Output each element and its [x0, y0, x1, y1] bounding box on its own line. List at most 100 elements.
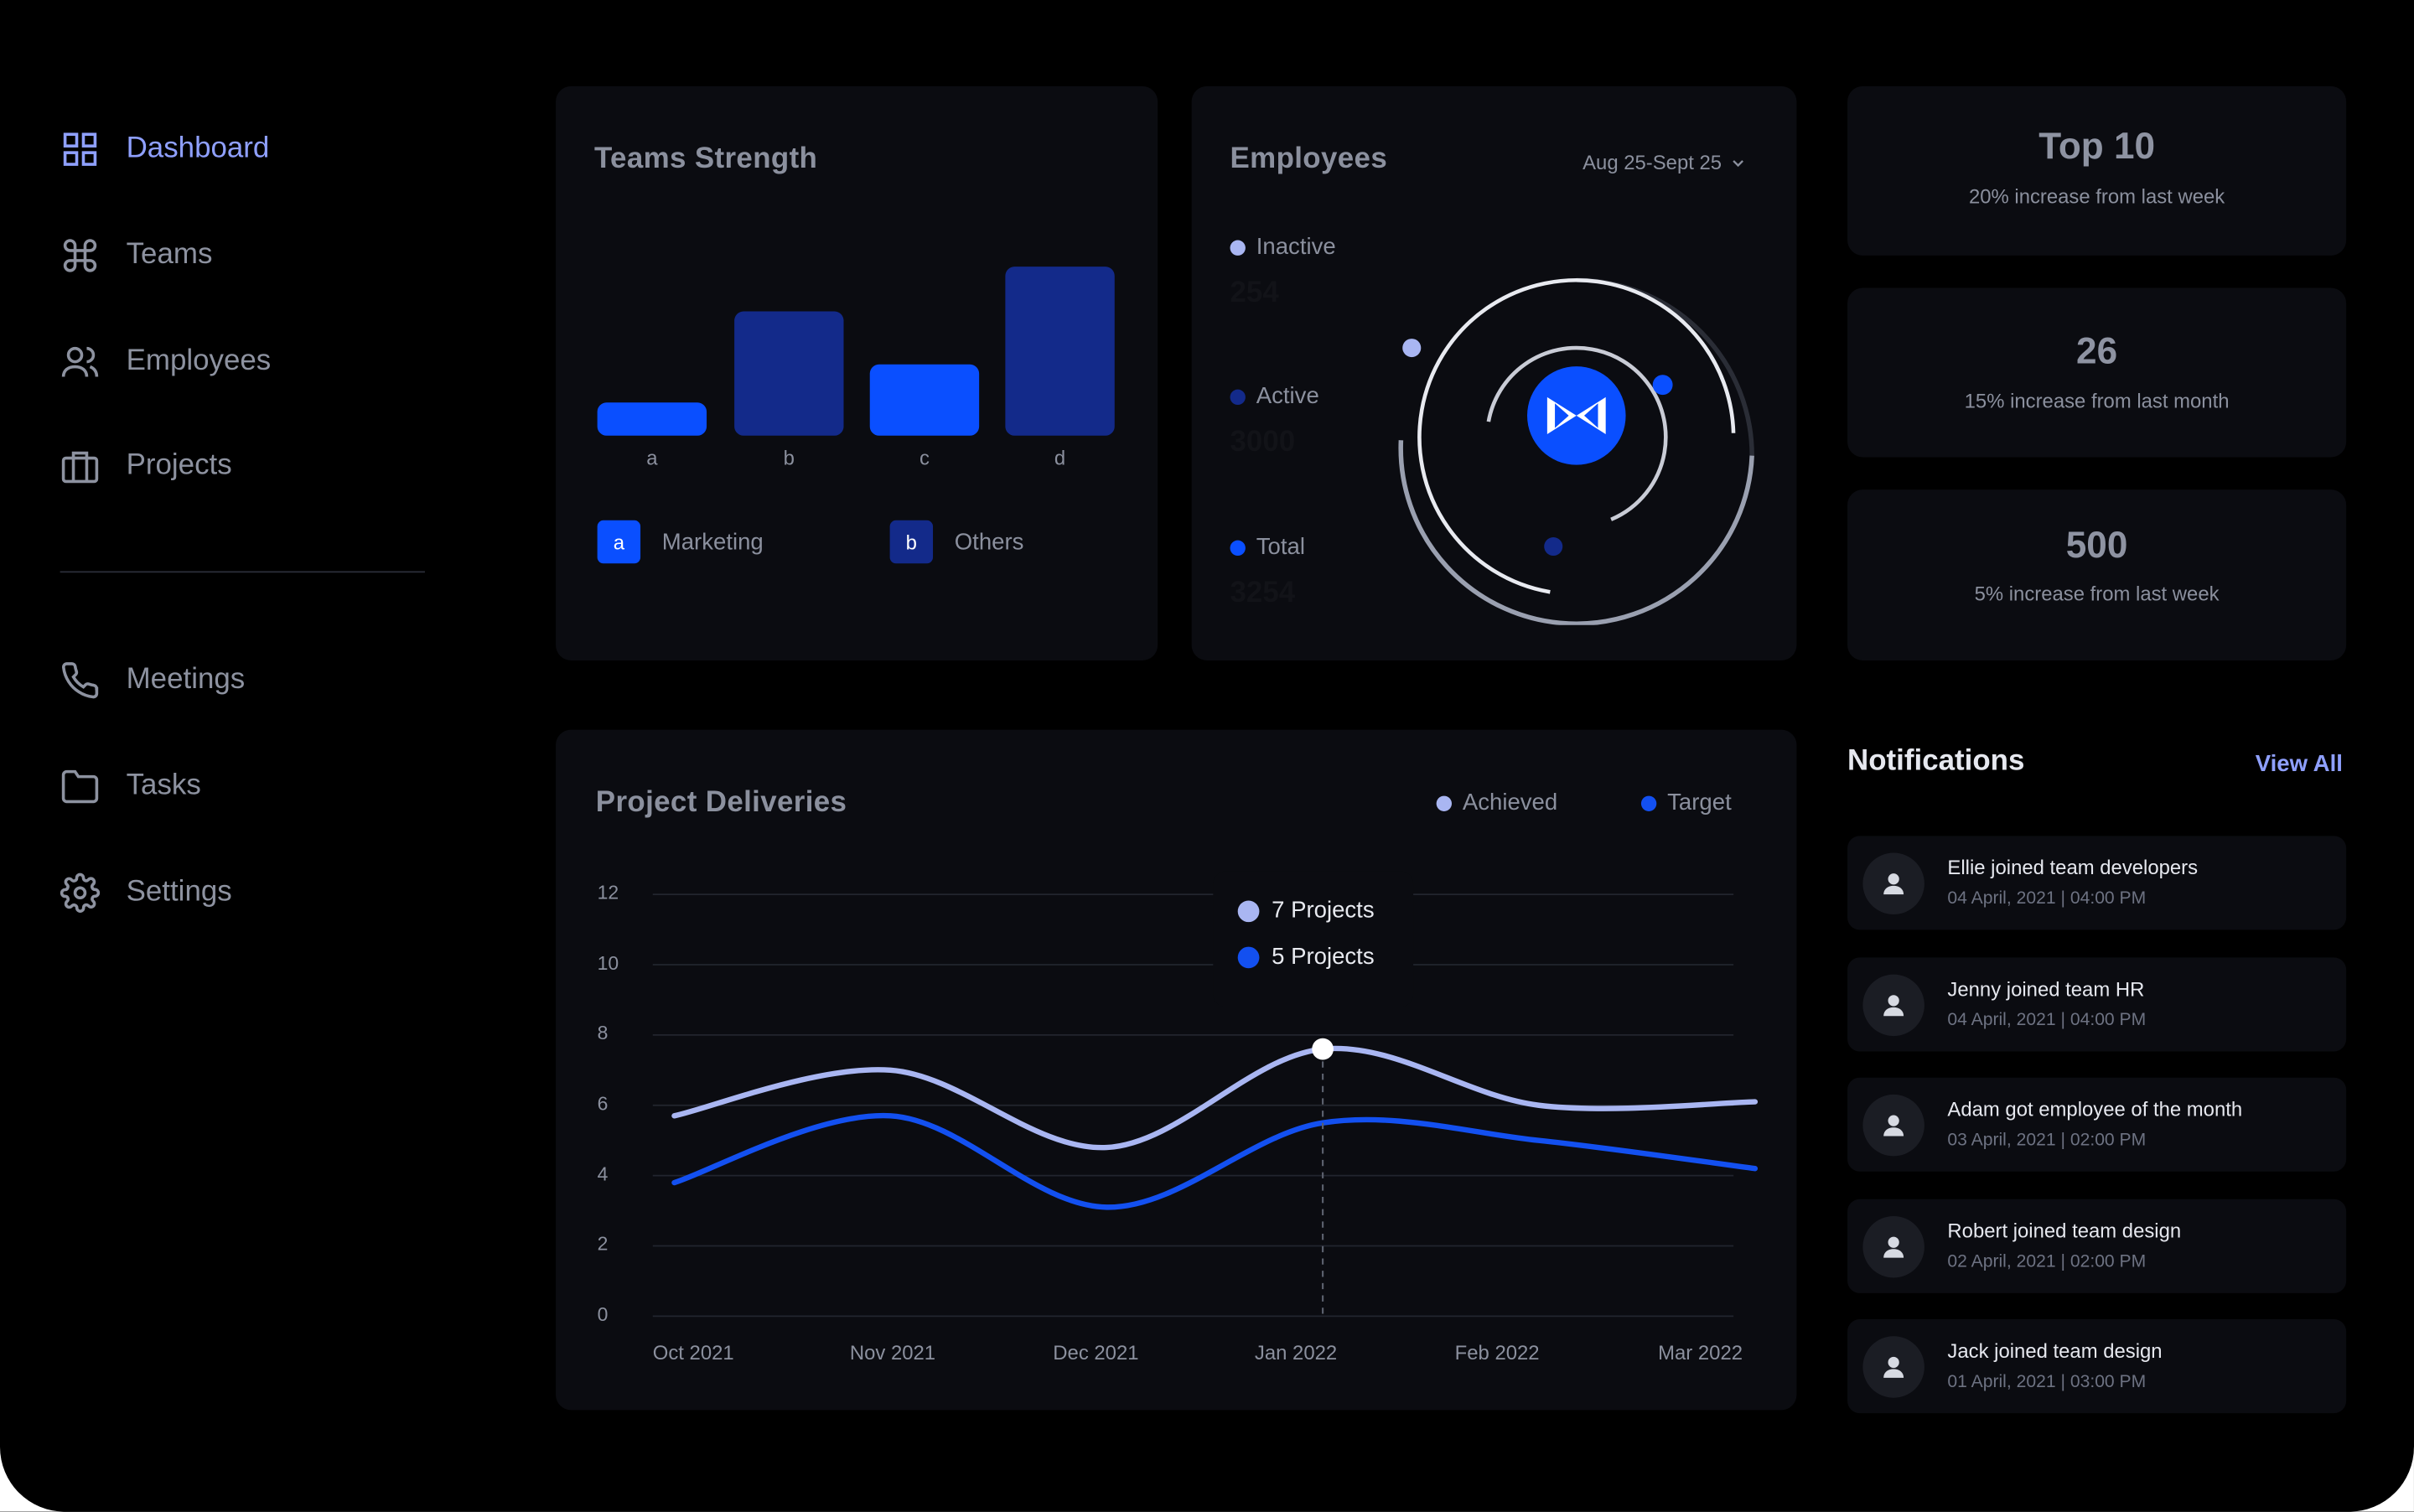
avatar: [1862, 1094, 1924, 1157]
stat-card-subtitle: 20% increase from last week: [1968, 184, 2225, 208]
gear-icon: [60, 873, 101, 913]
legend-label: Target: [1667, 790, 1732, 816]
sidebar-item-tasks[interactable]: Tasks: [60, 767, 201, 807]
stat-card-subtitle: 5% increase from last week: [1974, 582, 2220, 605]
logo-circle: [1527, 366, 1626, 465]
orbit-dot-total: [1652, 375, 1673, 396]
notification-title: Jenny joined team HR: [1947, 977, 2145, 1001]
sidebar-item-label: Dashboard: [126, 132, 270, 165]
stat-label: Active: [1256, 383, 1319, 410]
card-title: Employees: [1230, 142, 1388, 176]
notification-time: 04 April, 2021 | 04:00 PM: [1947, 1011, 2147, 1030]
y-tick-label: 2: [597, 1233, 609, 1256]
bar-a: [597, 402, 707, 436]
y-tick-label: 8: [597, 1023, 609, 1044]
sidebar-item-dashboard[interactable]: Dashboard: [60, 129, 270, 169]
chart-tooltip: 7 Projects 5 Projects: [1213, 871, 1414, 1007]
sidebar-item-label: Settings: [126, 876, 232, 909]
legend-dot: [1230, 540, 1246, 557]
sidebar-item-label: Projects: [126, 449, 232, 482]
y-tick-label: 6: [597, 1093, 609, 1115]
stat-card-26: 26 15% increase from last month: [1847, 287, 2347, 458]
notification-item[interactable]: Adam got employee of the month 03 April, …: [1847, 1077, 2347, 1172]
notification-item[interactable]: Ellie joined team developers 04 April, 20…: [1847, 836, 2347, 930]
y-tick-label: 12: [597, 882, 619, 904]
notification-title: Ellie joined team developers: [1947, 856, 2199, 879]
sidebar-item-label: Employees: [126, 344, 272, 377]
legend-target: Target: [1640, 790, 1732, 816]
notification-time: 02 April, 2021 | 02:00 PM: [1947, 1253, 2147, 1272]
avatar: [1862, 1336, 1924, 1398]
notification-title: Jack joined team design: [1947, 1339, 2163, 1363]
x-tick-label: Feb 2022: [1454, 1340, 1540, 1364]
legend-dot: [1230, 389, 1246, 406]
notification-item[interactable]: Jenny joined team HR 04 April, 2021 | 04:…: [1847, 957, 2347, 1052]
date-range-label: Aug 25-Sept 25: [1583, 150, 1722, 174]
card-title: Teams Strength: [593, 142, 818, 176]
avatar: [1862, 974, 1924, 1037]
x-tick-label: Oct 2021: [652, 1340, 734, 1364]
sidebar-item-label: Teams: [126, 238, 213, 272]
x-tick-label: Nov 2021: [849, 1340, 936, 1364]
date-range-dropdown[interactable]: Aug 25-Sept 25: [1583, 151, 1746, 174]
sidebar-item-meetings[interactable]: Meetings: [60, 660, 246, 701]
bar-c: [869, 364, 980, 436]
chevron-down-icon: [1733, 159, 1744, 167]
project-deliveries-card: [556, 729, 1797, 1411]
sidebar-item-employees[interactable]: Employees: [60, 342, 272, 382]
stat-card-subtitle: 15% increase from last month: [1964, 389, 2230, 413]
notification-item[interactable]: Jack joined team design 01 April, 2021 | …: [1847, 1319, 2347, 1414]
x-tick-label: Jan 2022: [1254, 1340, 1338, 1364]
bar-label: c: [919, 448, 930, 470]
notification-item[interactable]: Robert joined team design 02 April, 2021 …: [1847, 1199, 2347, 1293]
legend-dot: [1436, 795, 1453, 811]
stat-card-title: 26: [2076, 330, 2118, 373]
stat-card-top10: Top 10 20% increase from last week: [1847, 85, 2347, 256]
stat-card-title: 500: [2065, 525, 2128, 567]
user-icon: [1883, 1356, 1904, 1378]
user-icon: [1883, 1236, 1904, 1258]
tooltip-achieved: 7 Projects: [1272, 897, 1375, 924]
card-title: Project Deliveries: [595, 786, 847, 820]
teams-bar-chart: a b c d: [597, 267, 1115, 470]
bar-label: b: [784, 448, 795, 470]
hover-point[interactable]: [1312, 1038, 1334, 1060]
stat-inactive: Inactive 254: [1230, 234, 1336, 311]
legend-dot: [1230, 240, 1246, 256]
bar-b: [734, 311, 844, 436]
view-all-link[interactable]: View All: [2255, 751, 2343, 778]
employees-card: Employees Aug 25-Sept 25 Inactive 254 Ac…: [1191, 85, 1797, 660]
users-icon: [61, 346, 99, 377]
teams-strength-card: Teams Strength a b c d a Marketing b Others: [556, 85, 1158, 660]
legend-item-others: b Others: [889, 520, 1023, 564]
tooltip-dot-target: [1237, 945, 1260, 968]
sidebar-item-projects[interactable]: Projects: [60, 447, 232, 487]
legend-label: Marketing: [661, 528, 764, 556]
bar-label: d: [1054, 448, 1065, 470]
phone-icon: [62, 662, 99, 699]
legend-achieved: Achieved: [1436, 790, 1558, 816]
sidebar-item-teams[interactable]: Teams: [60, 236, 213, 276]
stat-card-500: 500 5% increase from last week: [1847, 489, 2347, 660]
stat-value: 3254: [1230, 577, 1296, 610]
sidebar-item-settings[interactable]: Settings: [60, 873, 232, 913]
notification-title: Robert joined team design: [1947, 1219, 2182, 1243]
y-tick-label: 0: [597, 1303, 609, 1326]
y-tick-label: 10: [597, 952, 619, 974]
orbit-inner: [1484, 345, 1668, 529]
legend-dot: [1640, 795, 1657, 811]
avatar: [1862, 1215, 1924, 1278]
y-tick-label: 4: [597, 1162, 609, 1185]
stat-total: Total 3254: [1230, 534, 1305, 611]
series-line-achieved: [671, 1045, 1759, 1151]
notification-time: 01 April, 2021 | 03:00 PM: [1947, 1373, 2147, 1392]
legend-label: Achieved: [1462, 790, 1558, 816]
x-tick-label: Mar 2022: [1658, 1340, 1743, 1364]
bar-d: [1005, 267, 1115, 436]
orbit-dot-inactive: [1402, 339, 1422, 358]
logo-icon: [1546, 396, 1606, 434]
sidebar-item-label: Meetings: [126, 663, 246, 696]
orbit-graphic: [1398, 277, 1754, 625]
